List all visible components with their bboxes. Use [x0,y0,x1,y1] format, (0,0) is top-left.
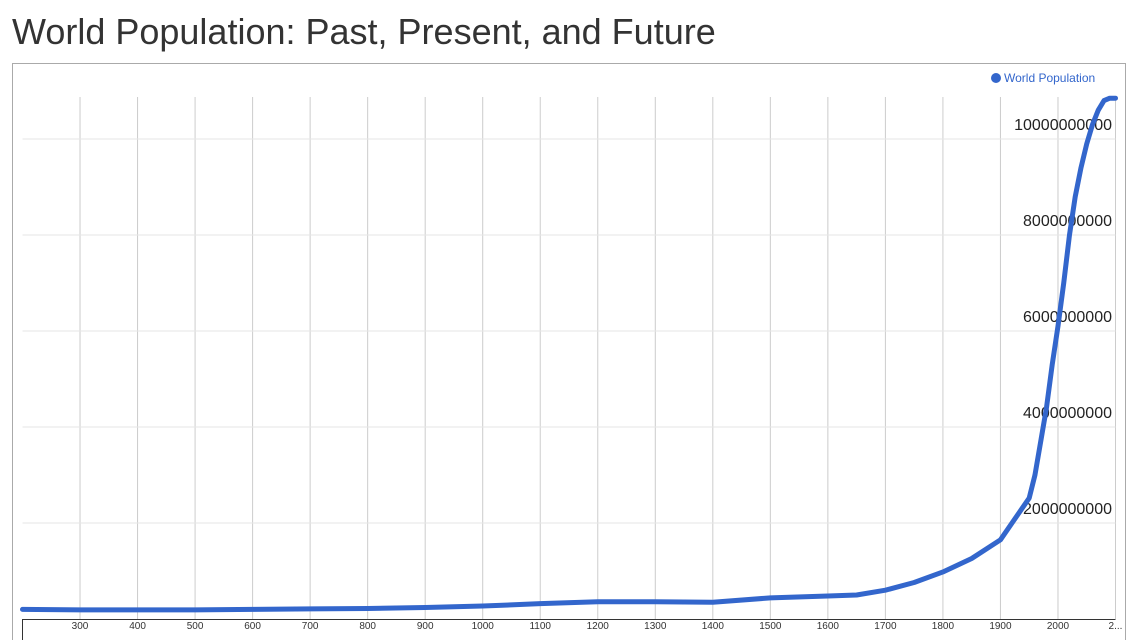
x-tick-label: 400 [129,621,146,632]
y-tick-label: 10000000000 [1014,117,1112,134]
x-tick-label: 900 [417,621,434,632]
legend-marker [991,73,1001,83]
x-tick-label: 1000 [472,621,495,632]
x-tick-label: 1700 [874,621,897,632]
y-tick-label: 8000000000 [1023,213,1112,230]
x-tick-label: 1300 [644,621,667,632]
x-tick-label: 1600 [817,621,840,632]
y-tick-label: 2000000000 [1023,501,1112,518]
chart-title: World Population: Past, Present, and Fut… [12,11,716,52]
y-tick-label: 6000000000 [1023,309,1112,326]
x-tick-label: 500 [187,621,204,632]
x-tick-label: 1500 [759,621,782,632]
x-tick-label: 300 [72,621,89,632]
chart-frame [12,63,1126,640]
legend-label: World Population [1004,71,1095,85]
line-series [20,95,1118,613]
y-tick-label: 4000000000 [1023,405,1112,422]
x-tick-label: 1800 [932,621,955,632]
x-tick-label: 1900 [989,621,1012,632]
x-tick-label: 2000 [1047,621,1070,632]
x-tick-label: 600 [244,621,261,632]
x-tick-label: 2... [1109,621,1123,632]
x-tick-label: 1400 [702,621,725,632]
x-tick-label: 1100 [529,621,551,632]
x-tick-label: 700 [302,621,319,632]
x-tick-label: 800 [359,621,376,632]
x-tick-label: 1200 [587,621,610,632]
